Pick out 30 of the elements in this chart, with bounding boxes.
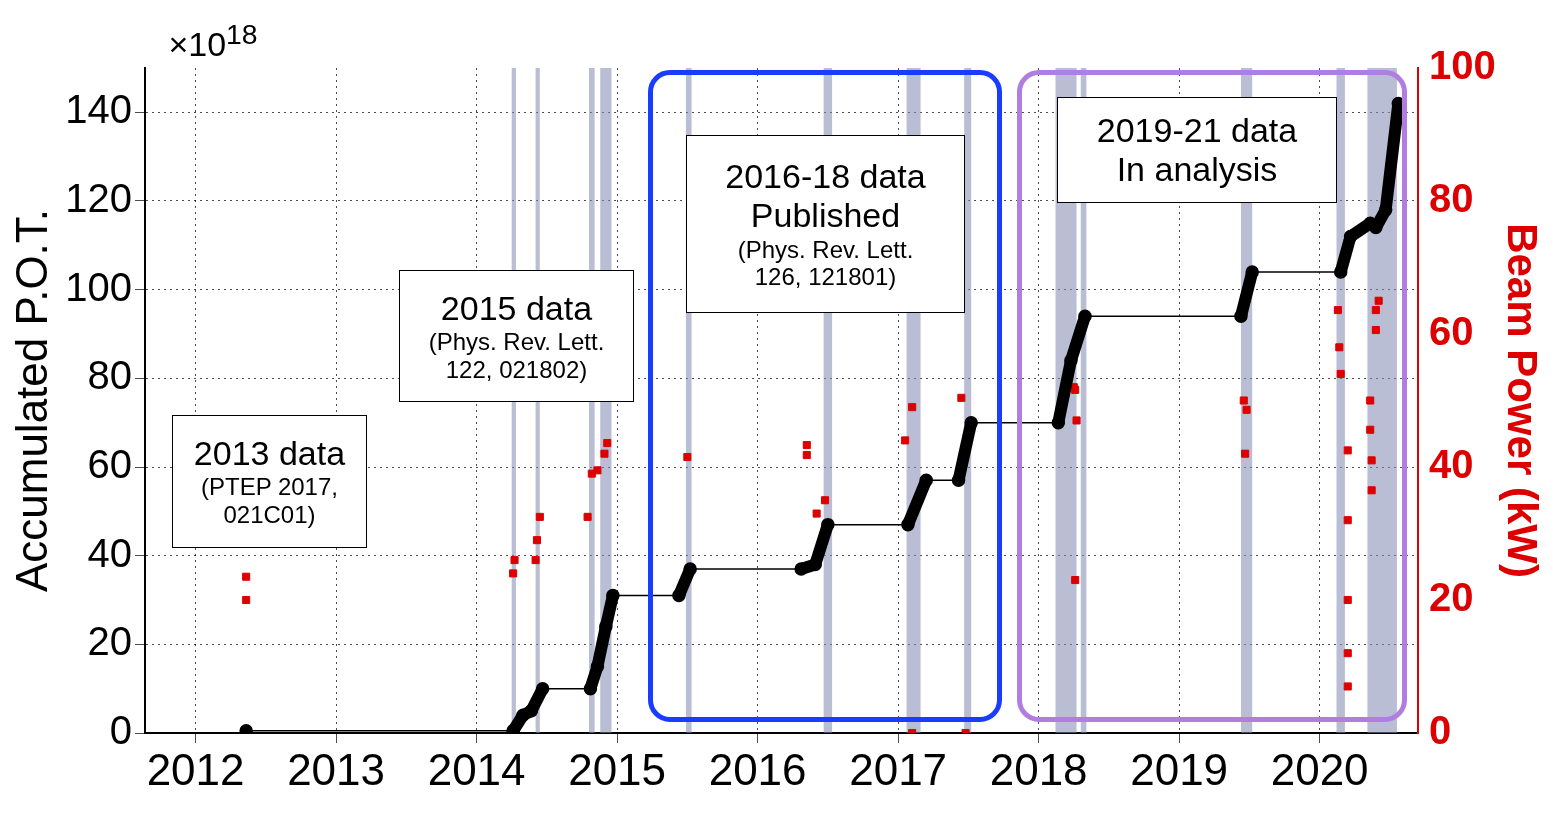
x-tick-label: 2017 <box>849 744 948 794</box>
annotation: 2016-18 data Published (Phys. Rev. Lett. 126, 121801) <box>725 157 926 291</box>
x-tick-label: 2015 <box>568 744 667 794</box>
y-tick-label: 80 <box>87 353 132 398</box>
y2-tick-label: 80 <box>1429 176 1474 221</box>
text: ×10$^{18}$ <box>168 17 258 65</box>
y2-tick-label: 40 <box>1429 442 1474 487</box>
y-tick-label: 40 <box>87 530 132 575</box>
annotation: 2013 data (PTEP 2017, 021C01) <box>193 434 346 529</box>
y2-axis-title: Beam Power (kW) <box>1499 223 1547 578</box>
x-tick-label: 2013 <box>287 744 386 794</box>
y-tick-label: 140 <box>65 87 132 132</box>
x-tick-label: 2014 <box>427 744 526 794</box>
y2-tick-label: 0 <box>1429 708 1452 753</box>
y-tick-label: 60 <box>87 442 132 487</box>
y-axis-title: Accumulated P.O.T. <box>6 208 56 593</box>
x-tick-label: 2012 <box>146 744 245 794</box>
y2-tick-label: 60 <box>1429 309 1474 354</box>
annotation: 2015 data (Phys. Rev. Lett. 122, 021802) <box>428 288 605 384</box>
y2-tick-label: 20 <box>1429 575 1474 620</box>
y-tick-label: 120 <box>65 176 132 221</box>
x-tick-label: 2016 <box>708 744 807 794</box>
annotation: 2019-21 data In analysis <box>1096 110 1298 190</box>
y2-tick-label: 100 <box>1429 43 1496 88</box>
y-tick-label: 100 <box>65 264 132 309</box>
y-tick-label: 0 <box>109 708 132 753</box>
x-tick-label: 2019 <box>1130 744 1229 794</box>
x-tick-label: 2020 <box>1270 744 1369 794</box>
y-tick-label: 20 <box>87 619 132 664</box>
x-tick-label: 2018 <box>989 744 1088 794</box>
